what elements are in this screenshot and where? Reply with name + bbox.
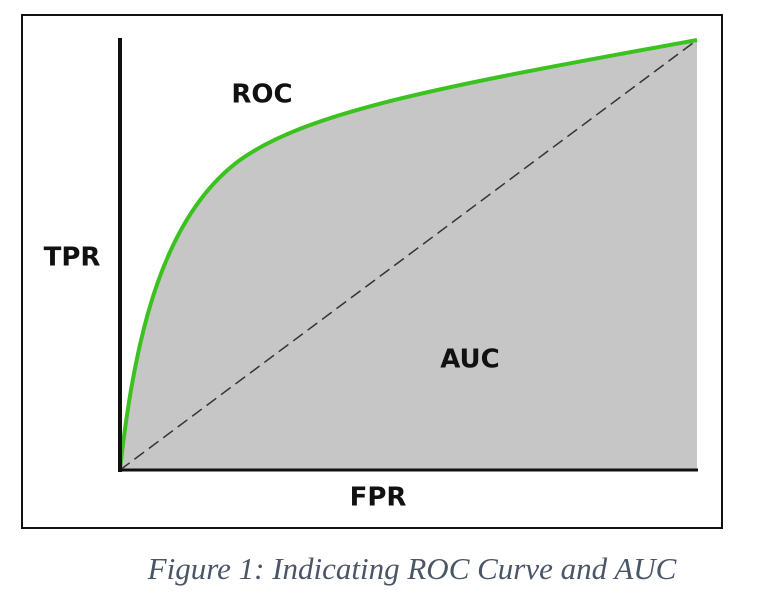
diagonal	[119, 39, 698, 471]
caption: Figure 1: Indicating ROC Curve and AUC	[147, 551, 677, 586]
auc-label: AUC	[440, 345, 500, 375]
y-axis-label: TPR	[44, 243, 101, 273]
auc-area	[120, 40, 697, 470]
roc-label: ROC	[231, 80, 292, 110]
x-axis-label: FPR	[350, 483, 407, 513]
roc-curve	[118, 38, 698, 471]
